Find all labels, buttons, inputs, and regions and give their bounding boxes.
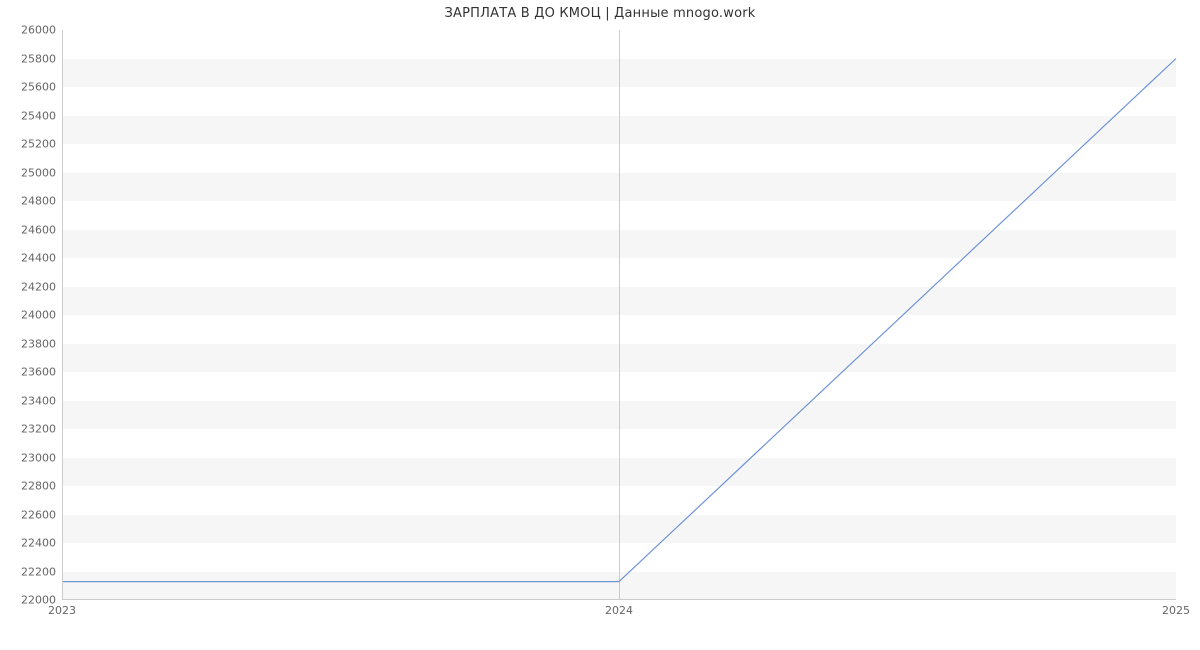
y-tick-label: 25600 [21,81,56,94]
y-tick-label: 23000 [21,451,56,464]
y-tick-label: 23400 [21,394,56,407]
x-tick-label: 2023 [48,604,76,617]
x-tick-label: 2024 [605,604,633,617]
y-tick-label: 25200 [21,138,56,151]
y-tick-label: 24600 [21,223,56,236]
y-tick-label: 22600 [21,508,56,521]
x-tick-label: 2025 [1162,604,1190,617]
salary-line-chart: ЗАРПЛАТА В ДО КМОЦ | Данные mnogo.work 2… [0,0,1200,650]
y-tick-label: 25800 [21,52,56,65]
y-tick-label: 24200 [21,280,56,293]
y-tick-label: 22200 [21,565,56,578]
y-tick-label: 25400 [21,109,56,122]
y-tick-labels: 2200022200224002260022800230002320023400… [0,30,62,600]
chart-title: ЗАРПЛАТА В ДО КМОЦ | Данные mnogo.work [0,6,1200,21]
y-tick-label: 23600 [21,366,56,379]
y-tick-label: 22400 [21,537,56,550]
y-tick-label: 22800 [21,480,56,493]
y-tick-label: 24400 [21,252,56,265]
plot-area [62,30,1176,600]
x-tick-labels: 202320242025 [62,600,1176,630]
data-line-layer [62,30,1176,600]
y-tick-label: 23800 [21,337,56,350]
y-tick-label: 23200 [21,423,56,436]
series-line-salary [62,59,1176,582]
y-tick-label: 26000 [21,24,56,37]
y-tick-label: 24000 [21,309,56,322]
y-tick-label: 25000 [21,166,56,179]
y-tick-label: 24800 [21,195,56,208]
